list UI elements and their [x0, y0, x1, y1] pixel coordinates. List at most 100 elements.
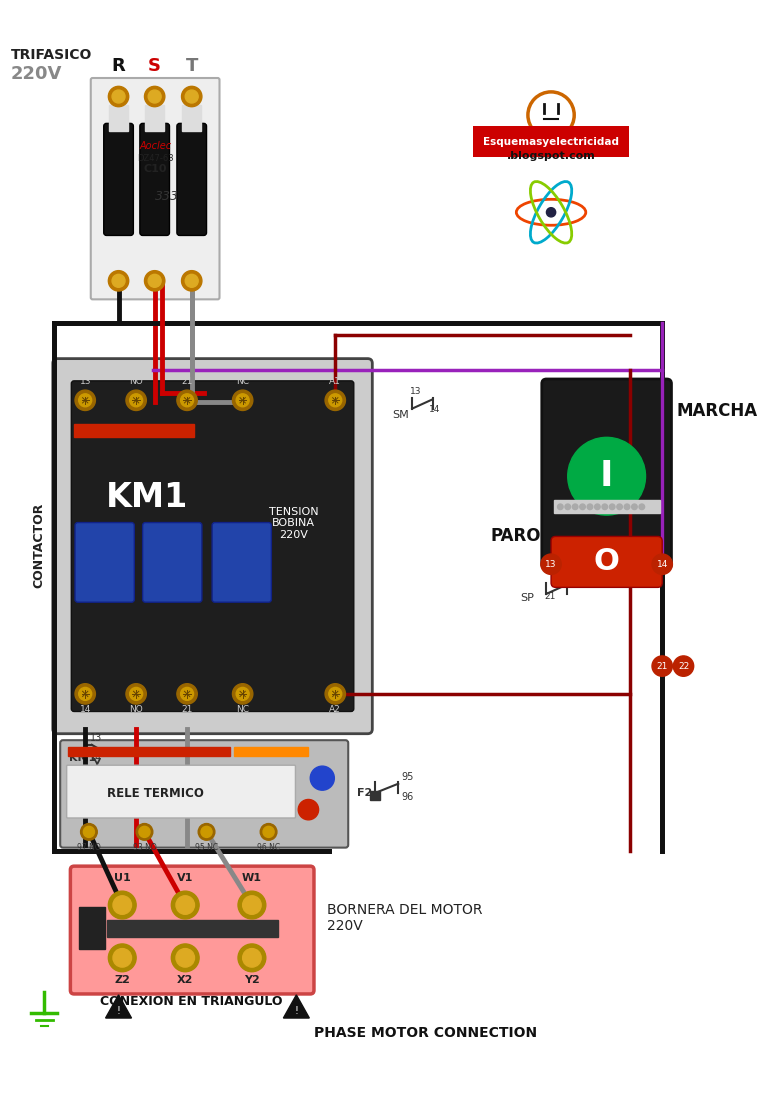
Text: 21: 21 — [657, 662, 668, 671]
Circle shape — [84, 826, 94, 837]
Text: 14: 14 — [90, 753, 102, 763]
Circle shape — [148, 90, 161, 103]
FancyBboxPatch shape — [75, 522, 135, 602]
FancyBboxPatch shape — [90, 78, 220, 299]
Circle shape — [238, 892, 266, 919]
Circle shape — [201, 826, 212, 837]
Circle shape — [565, 503, 571, 509]
FancyBboxPatch shape — [542, 379, 671, 569]
Circle shape — [632, 503, 637, 509]
Circle shape — [639, 503, 644, 509]
Text: CONEXION EN TRIANGULO: CONEXION EN TRIANGULO — [100, 995, 283, 1008]
FancyBboxPatch shape — [67, 765, 296, 818]
Text: 21: 21 — [182, 377, 193, 386]
Text: DZ47-63: DZ47-63 — [138, 154, 174, 163]
Circle shape — [329, 394, 342, 407]
Text: Esquemasyelectricidad: Esquemasyelectricidad — [483, 136, 619, 146]
Text: !: ! — [294, 1006, 299, 1016]
Circle shape — [185, 274, 198, 287]
Circle shape — [182, 271, 202, 291]
Circle shape — [171, 892, 199, 919]
Circle shape — [139, 826, 150, 837]
Circle shape — [81, 824, 97, 841]
Circle shape — [546, 207, 556, 217]
Text: V1: V1 — [177, 873, 193, 883]
Text: Aoclec: Aoclec — [140, 141, 172, 151]
Text: 13: 13 — [90, 733, 102, 743]
Bar — [145, 105, 164, 131]
Text: 95 NC: 95 NC — [195, 844, 218, 853]
Circle shape — [109, 87, 128, 106]
Circle shape — [652, 655, 673, 676]
Text: W1: W1 — [242, 873, 262, 883]
Text: Y2: Y2 — [244, 975, 260, 985]
Text: PHASE MOTOR CONNECTION: PHASE MOTOR CONNECTION — [315, 1026, 537, 1039]
FancyBboxPatch shape — [551, 537, 662, 588]
Circle shape — [148, 274, 161, 287]
Circle shape — [263, 826, 274, 837]
Text: R: R — [112, 58, 125, 75]
Text: NC: NC — [236, 377, 249, 386]
Text: 13: 13 — [546, 560, 557, 569]
Circle shape — [126, 390, 147, 410]
Bar — [234, 746, 309, 756]
Text: A1: A1 — [329, 377, 341, 386]
Circle shape — [75, 390, 96, 410]
Text: F2: F2 — [356, 787, 372, 797]
Circle shape — [185, 90, 198, 103]
Text: 93 NO: 93 NO — [132, 844, 157, 853]
Text: SM: SM — [391, 410, 409, 420]
Bar — [106, 919, 278, 936]
Circle shape — [177, 390, 198, 410]
Circle shape — [236, 394, 249, 407]
Circle shape — [594, 503, 600, 509]
Circle shape — [325, 390, 346, 410]
Text: 22: 22 — [563, 570, 575, 579]
Text: TENSION
BOBINA
220V: TENSION BOBINA 220V — [269, 507, 318, 540]
Text: O: O — [594, 547, 619, 576]
Text: 333: 333 — [155, 191, 179, 203]
Bar — [68, 746, 230, 756]
Circle shape — [130, 394, 143, 407]
Text: CONTACTOR: CONTACTOR — [33, 503, 46, 589]
Text: 14: 14 — [80, 705, 91, 714]
Circle shape — [652, 554, 673, 574]
Circle shape — [126, 683, 147, 704]
Circle shape — [112, 90, 125, 103]
Bar — [370, 791, 380, 801]
Circle shape — [610, 503, 615, 509]
Circle shape — [181, 688, 194, 701]
Text: KM1: KM1 — [69, 753, 97, 763]
Text: 22: 22 — [678, 662, 689, 671]
Text: 14: 14 — [657, 560, 668, 569]
Circle shape — [568, 437, 645, 516]
FancyBboxPatch shape — [140, 123, 169, 235]
Text: I: I — [600, 459, 613, 494]
Text: RELE TERMICO: RELE TERMICO — [107, 786, 204, 800]
Circle shape — [298, 800, 318, 820]
Text: NC: NC — [236, 705, 249, 714]
Circle shape — [130, 688, 143, 701]
Text: 14: 14 — [429, 405, 440, 415]
FancyBboxPatch shape — [71, 866, 314, 994]
Circle shape — [572, 503, 578, 509]
FancyBboxPatch shape — [103, 123, 133, 235]
Text: 21: 21 — [182, 705, 193, 714]
Text: U1: U1 — [114, 873, 131, 883]
Circle shape — [329, 688, 342, 701]
Circle shape — [182, 87, 202, 106]
Polygon shape — [283, 995, 309, 1018]
Circle shape — [109, 892, 136, 919]
Text: 13: 13 — [80, 377, 91, 386]
Bar — [79, 907, 105, 948]
Bar — [554, 500, 660, 513]
Circle shape — [325, 683, 346, 704]
FancyBboxPatch shape — [52, 358, 372, 734]
Circle shape — [617, 503, 622, 509]
Circle shape — [198, 824, 215, 841]
FancyBboxPatch shape — [71, 380, 354, 712]
Text: .blogspot.com: .blogspot.com — [507, 152, 595, 162]
Circle shape — [673, 655, 694, 676]
Circle shape — [109, 271, 128, 291]
Bar — [109, 105, 128, 131]
